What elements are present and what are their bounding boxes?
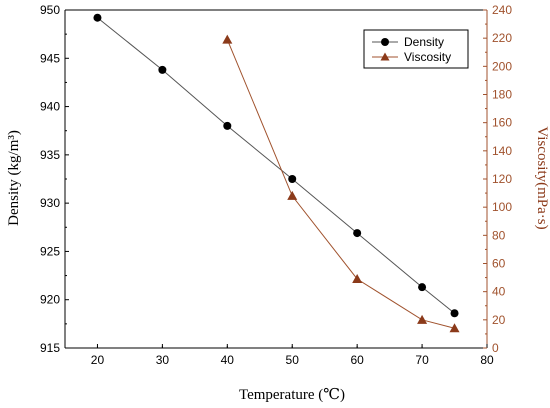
y-left-tick-label: 925 [40,244,60,258]
density-point [93,13,102,22]
y-left-tick-label: 950 [40,3,60,17]
density-point [288,175,297,183]
y-left-tick-label: 935 [40,148,60,162]
viscosity-point [352,273,363,283]
y-right-tick-label: 180 [492,88,512,102]
y-left-tick-label: 940 [40,100,60,114]
legend-box [363,29,469,69]
y-left-tick-label: 920 [40,293,60,307]
viscosity-point [287,190,298,200]
viscosity-point [449,323,460,333]
y-right-tick-label: 0 [492,341,499,355]
y-right-tick-label: 20 [492,313,506,327]
viscosity-point [222,34,233,44]
x-tick-label: 80 [480,353,494,367]
x-tick-label: 50 [286,353,300,367]
density-point [353,229,362,238]
y-left-tick-label: 915 [40,341,60,355]
y-axis-right-label: Viscosity(mPa·s) [534,126,550,229]
y-right-tick-label: 140 [492,144,512,158]
y-right-tick-label: 160 [492,116,512,130]
legend-density-label: Density [404,35,444,49]
x-axis-label: Temperature (℃) [239,387,345,403]
density-point [223,121,232,130]
x-tick-label: 40 [221,353,235,367]
legend-density-marker [381,38,389,46]
density-point [158,65,167,74]
density-point [450,309,459,318]
y-left-tick-label: 945 [40,51,60,65]
x-tick-label: 60 [350,353,364,367]
y-right-tick-label: 100 [492,200,512,214]
y-right-tick-label: 220 [492,31,512,45]
y-right-tick-label: 120 [492,172,512,186]
y-right-tick-label: 240 [492,3,512,17]
y-axis-left-label: Density (kg/m³) [6,130,22,226]
y-right-tick-label: 80 [492,228,506,242]
axis-ticks: 20 30 40 50 60 70 80 915 920 925 930 935 940 945 950 0 2… [40,3,512,367]
density-point [418,283,427,292]
y-right-tick-label: 200 [492,59,512,73]
legend: Density Viscosity [363,29,469,69]
x-tick-label: 30 [156,353,170,367]
legend-viscosity-marker [380,52,390,61]
legend-viscosity-label: Viscosity [404,50,451,64]
x-tick-label: 70 [415,353,429,367]
x-tick-label: 20 [91,353,105,367]
y-right-tick-label: 60 [492,257,506,271]
y-left-tick-label: 930 [40,196,60,210]
series-group [93,13,460,333]
viscosity-point [417,314,428,324]
y-right-tick-label: 40 [492,285,506,299]
